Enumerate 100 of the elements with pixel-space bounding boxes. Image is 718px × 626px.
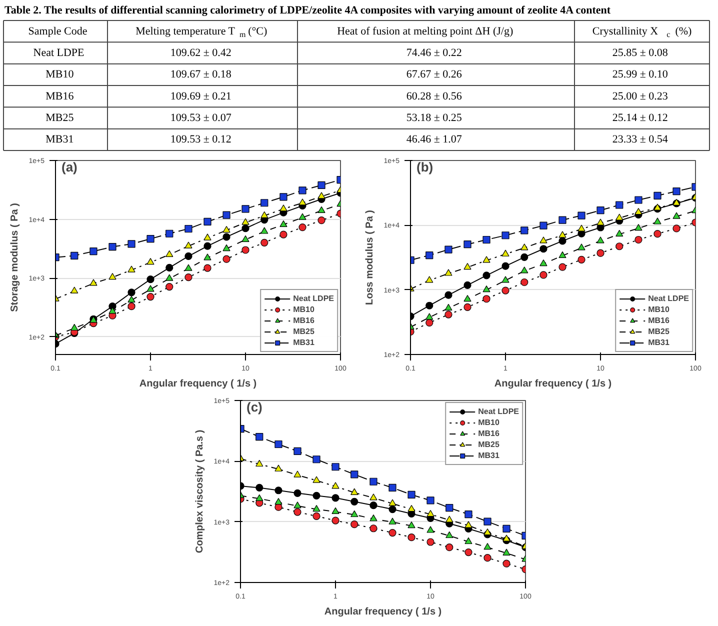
legend-label: Neat LDPE <box>478 406 519 417</box>
point <box>482 256 490 263</box>
point <box>146 292 154 301</box>
point <box>370 502 378 510</box>
point <box>256 433 264 441</box>
legend-label: MB25 <box>293 326 314 337</box>
point <box>204 254 212 260</box>
point <box>520 244 528 250</box>
point <box>444 269 452 276</box>
point <box>540 236 548 244</box>
point <box>558 237 566 245</box>
y-axis-title: Loss modulus ( Pa ) <box>364 210 376 306</box>
point <box>370 514 378 522</box>
x-axis-title: Angular frequency ( 1/s ) <box>494 378 612 390</box>
text: 25.99 ± 0.10 <box>612 68 668 81</box>
point <box>426 526 434 533</box>
point <box>484 528 492 536</box>
point <box>274 498 282 505</box>
text: 109.53 ± 0.07 <box>170 112 232 124</box>
point <box>654 230 662 238</box>
text: Neat LDPE <box>33 47 85 59</box>
point <box>280 220 288 227</box>
point <box>318 206 326 213</box>
point <box>204 218 212 226</box>
point <box>260 238 268 246</box>
point <box>128 296 136 302</box>
point <box>464 240 472 248</box>
text: 53.18 ± 0.25 <box>406 112 462 124</box>
point <box>350 510 358 518</box>
point <box>256 460 264 467</box>
point <box>388 484 396 492</box>
point <box>616 242 624 250</box>
legend-label: MB10 <box>648 304 670 315</box>
text: 25.00 ± 0.23 <box>612 90 668 102</box>
point <box>444 291 452 299</box>
legend-label: MB10 <box>293 304 314 315</box>
point <box>634 224 642 231</box>
point <box>426 313 434 320</box>
point <box>70 252 78 260</box>
point <box>274 486 282 494</box>
point <box>146 285 154 292</box>
point <box>350 498 358 506</box>
point <box>294 447 302 455</box>
point <box>540 271 548 279</box>
point <box>388 528 396 537</box>
point <box>596 249 604 257</box>
point <box>312 512 320 520</box>
legend-label: MB31 <box>648 337 670 348</box>
point <box>222 211 230 219</box>
point <box>426 318 434 327</box>
point <box>464 521 472 528</box>
y-axis-title: Storage modulus ( Pa ) <box>10 203 21 312</box>
point <box>204 234 212 240</box>
point <box>294 502 302 508</box>
point <box>672 212 680 219</box>
text: Heat of fusion at melting point ΔH (J/g) <box>337 25 514 38</box>
point <box>540 245 548 253</box>
x-axis-title: Angular frequency ( 1/s ) <box>324 606 442 618</box>
y-axis-title: Complex viscosity ( Pa.s ) <box>194 430 206 554</box>
point <box>370 524 378 532</box>
text: MB25 <box>46 112 74 124</box>
point <box>70 286 78 294</box>
point <box>166 230 174 238</box>
point <box>672 224 680 232</box>
point <box>280 230 288 238</box>
point <box>388 499 396 506</box>
point <box>502 286 510 294</box>
point <box>332 494 340 502</box>
point <box>558 251 566 258</box>
point <box>426 510 434 517</box>
text: 109.53 ± 0.12 <box>170 134 232 146</box>
point <box>222 226 230 233</box>
text: 46.46 ± 1.07 <box>406 134 462 146</box>
point <box>502 276 510 283</box>
point <box>242 224 250 232</box>
point <box>318 192 326 199</box>
point <box>274 440 282 448</box>
point <box>242 205 250 213</box>
point <box>332 482 340 489</box>
point <box>350 470 358 478</box>
point <box>312 492 320 500</box>
text: 60.28 ± 0.56 <box>406 90 462 102</box>
point <box>596 218 604 226</box>
text: Table 2. The results of differential scanning calorimetry of LDPE/zeolite 4A composites with varying amount of zeolite 4A content <box>4 4 611 16</box>
legend-label: MB16 <box>648 315 670 326</box>
point <box>520 266 528 274</box>
point <box>578 224 586 232</box>
point <box>350 520 358 528</box>
point <box>446 544 454 552</box>
point <box>558 263 566 271</box>
point <box>502 232 510 240</box>
text: MB16 <box>46 90 74 102</box>
point <box>520 226 528 234</box>
point <box>634 208 642 215</box>
point <box>616 214 624 220</box>
text: 109.69 ± 0.21 <box>170 90 232 102</box>
text: 25.85 ± 0.08 <box>612 47 668 59</box>
point <box>578 256 586 264</box>
point <box>484 554 492 562</box>
point <box>502 534 510 542</box>
